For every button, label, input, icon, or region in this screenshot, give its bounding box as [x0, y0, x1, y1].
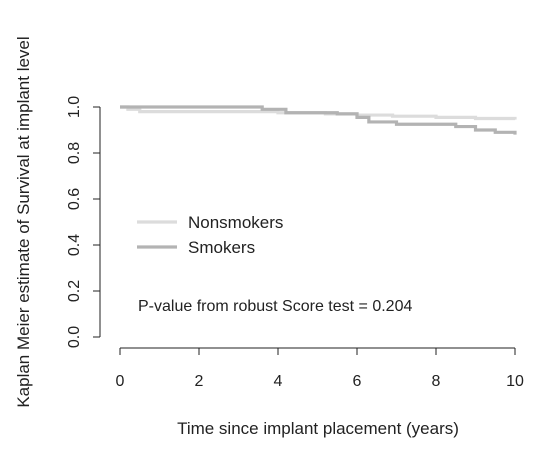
y-tick-label: 0.8: [66, 142, 83, 164]
y-tick-label: 0.2: [66, 280, 83, 302]
series-layer: [120, 105, 517, 135]
x-axis-title: Time since implant placement (years): [177, 419, 459, 438]
y-tick-label: 1.0: [66, 96, 83, 118]
legend: Nonsmokers Smokers: [137, 213, 283, 257]
x-tick-label: 0: [116, 373, 125, 390]
x-tick-label: 6: [353, 373, 362, 390]
x-tick-label: 4: [274, 373, 283, 390]
y-tick-label: 0.0: [66, 326, 83, 348]
legend-label-smokers: Smokers: [188, 238, 255, 257]
x-tick-label: 8: [432, 373, 441, 390]
y-axis-title: Kaplan Meier estimate of Survival at imp…: [14, 36, 33, 407]
x-tick-label: 10: [506, 373, 524, 390]
axes: 0 2 4 6 8 10 0.0 0.2 0.4 0.6 0.8 1.0: [66, 96, 524, 390]
series-line-smokers: [120, 105, 517, 135]
x-tick-label: 2: [195, 373, 204, 390]
legend-label-nonsmokers: Nonsmokers: [188, 213, 283, 232]
annotation-pvalue: P-value from robust Score test = 0.204: [138, 298, 412, 315]
y-tick-label: 0.4: [66, 234, 83, 256]
y-tick-label: 0.6: [66, 188, 83, 210]
